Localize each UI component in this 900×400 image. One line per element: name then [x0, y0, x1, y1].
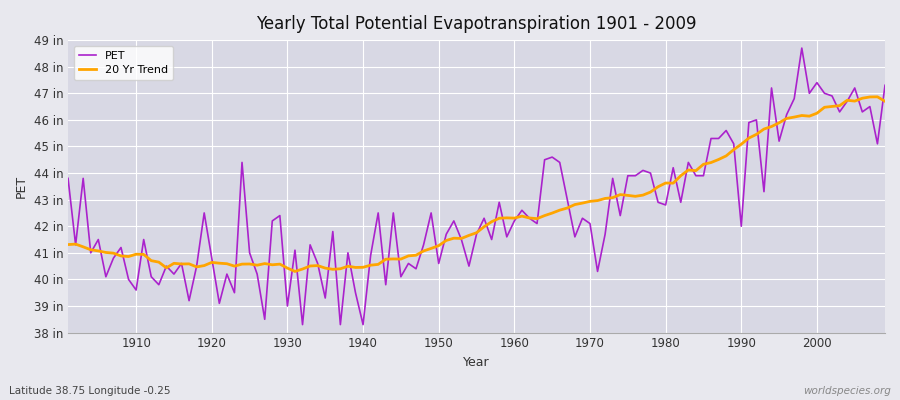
20 Yr Trend	[297, 267, 308, 272]
PET	[508, 218, 519, 223]
Title: Yearly Total Potential Evapotranspiration 1901 - 2009: Yearly Total Potential Evapotranspiratio…	[256, 15, 697, 33]
Text: Latitude 38.75 Longitude -0.25: Latitude 38.75 Longitude -0.25	[9, 386, 170, 396]
Legend: PET, 20 Yr Trend: PET, 20 Yr Trend	[74, 46, 174, 80]
Line: 20 Yr Trend: 20 Yr Trend	[68, 97, 885, 272]
PET	[123, 277, 134, 282]
20 Yr Trend	[508, 216, 519, 220]
PET	[879, 83, 890, 88]
PET	[343, 250, 354, 255]
PET	[517, 208, 527, 213]
20 Yr Trend	[608, 195, 618, 200]
Y-axis label: PET: PET	[15, 175, 28, 198]
Line: PET: PET	[68, 48, 885, 325]
20 Yr Trend	[872, 94, 883, 99]
PET	[290, 248, 301, 252]
Text: worldspecies.org: worldspecies.org	[803, 386, 891, 396]
20 Yr Trend	[123, 254, 134, 259]
PET	[608, 176, 618, 181]
PET	[63, 176, 74, 181]
PET	[796, 46, 807, 50]
20 Yr Trend	[879, 99, 890, 104]
20 Yr Trend	[290, 269, 301, 274]
20 Yr Trend	[63, 242, 74, 247]
20 Yr Trend	[517, 214, 527, 218]
PET	[297, 322, 308, 327]
X-axis label: Year: Year	[464, 356, 490, 369]
20 Yr Trend	[343, 264, 354, 269]
